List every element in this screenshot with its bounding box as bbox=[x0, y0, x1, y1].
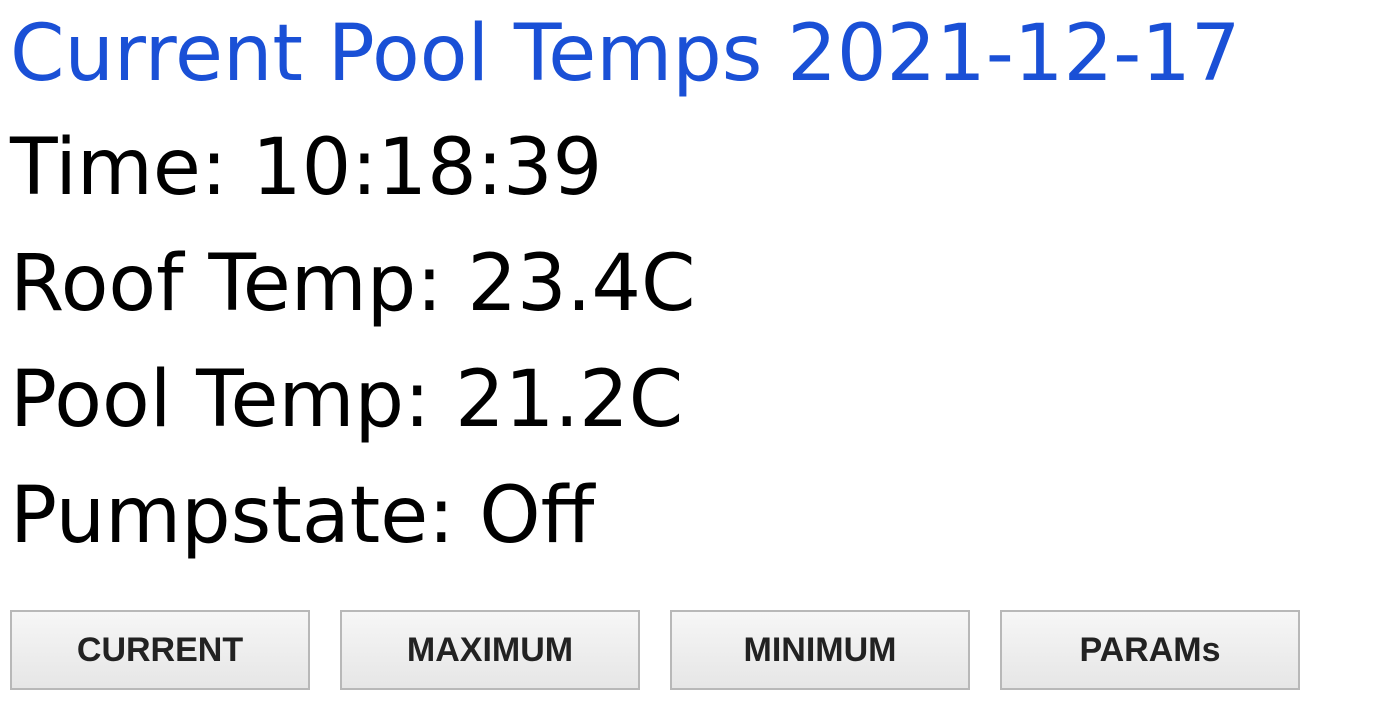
pumpstate-reading: Pumpstate: Off bbox=[10, 462, 594, 570]
pumpstate-value: Off bbox=[479, 471, 595, 561]
params-button[interactable]: PARAMs bbox=[1000, 610, 1300, 690]
minimum-button[interactable]: MINIMUM bbox=[670, 610, 970, 690]
page-title: Current Pool Temps 2021-12-17 bbox=[10, 9, 1241, 99]
time-reading: Time: 10:18:39 bbox=[10, 114, 602, 222]
roof-temp-label: Roof Temp: bbox=[10, 239, 443, 329]
pumpstate-label: Pumpstate: bbox=[10, 471, 455, 561]
pool-temp-value: 21.2C bbox=[455, 355, 684, 445]
roof-temp-value: 23.4C bbox=[467, 239, 696, 329]
roof-temp-reading: Roof Temp: 23.4C bbox=[10, 230, 695, 338]
time-value: 10:18:39 bbox=[251, 123, 603, 213]
maximum-button[interactable]: MAXIMUM bbox=[340, 610, 640, 690]
current-button[interactable]: CURRENT bbox=[10, 610, 310, 690]
time-label: Time: bbox=[10, 123, 228, 213]
pool-temp-reading: Pool Temp: 21.2C bbox=[10, 346, 683, 454]
pool-temp-label: Pool Temp: bbox=[10, 355, 431, 445]
